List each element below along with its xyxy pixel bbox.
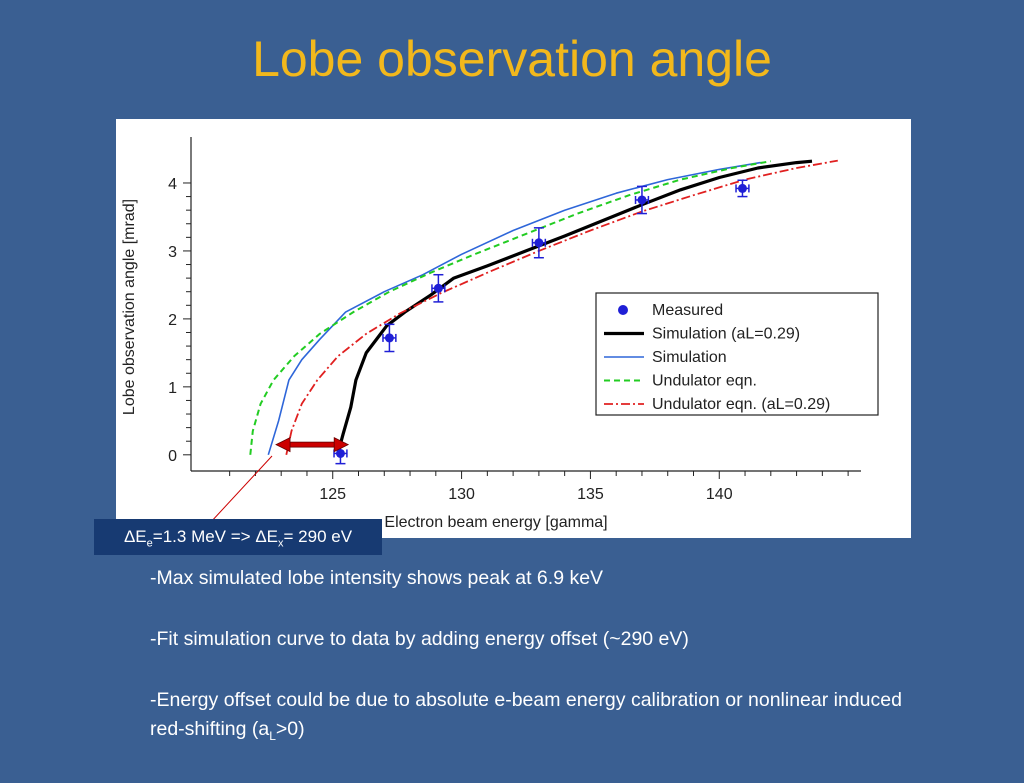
callout-prefix: ΔE — [123, 527, 147, 546]
bullet-item: -Fit simulation curve to data by adding … — [150, 625, 910, 654]
measured-point — [431, 273, 446, 303]
legend-entry-sim_al: Simulation (aL=0.29) — [604, 326, 800, 343]
measured-marker — [384, 333, 394, 343]
legend-entry-measured: Measured — [618, 302, 723, 319]
series-line-sim_al — [336, 159, 813, 454]
energy-offset-arrow — [275, 436, 350, 453]
lobe-angle-chart: 125 130 135 140 0 1 2 3 4 Electron beam energy [g… — [121, 137, 879, 531]
measured-point — [531, 227, 547, 259]
measured-point — [634, 185, 650, 215]
x-tick-label: 135 — [577, 486, 604, 503]
bullet-item: -Max simulated lobe intensity shows peak… — [150, 564, 910, 593]
arrow-head-right — [333, 436, 350, 453]
x-axis-title: Electron beam energy [gamma] — [384, 514, 607, 531]
bullet-tail: >0) — [275, 718, 305, 740]
measured-marker — [335, 448, 345, 458]
x-tick-label: 130 — [448, 486, 475, 503]
legend-label: Undulator eqn. (aL=0.29) — [652, 396, 830, 413]
slide-title: Lobe observation angle — [252, 31, 772, 87]
callout-suffix: = 290 eV — [283, 527, 353, 546]
callout-mid: =1.3 MeV => ΔE — [152, 527, 279, 546]
measured-point — [735, 179, 750, 198]
y-tick-label: 3 — [168, 244, 177, 261]
x-tick-label: 125 — [319, 486, 346, 503]
measured-marker — [637, 195, 647, 205]
callout-sub-e: e — [146, 537, 153, 550]
legend-entry-und_al: Undulator eqn. (aL=0.29) — [604, 396, 830, 413]
bullet-item: -Energy offset could be due to absolute … — [150, 686, 910, 751]
series-line-sim — [267, 161, 761, 456]
measured-marker — [433, 283, 443, 293]
series-line-und_al — [285, 159, 838, 455]
y-tick-label: 1 — [168, 380, 177, 397]
x-tick-label: 140 — [706, 486, 733, 503]
delta-energy-callout: ΔEe=1.3 MeV => ΔEx= 290 eV — [94, 519, 382, 555]
bullet-text: -Fit simulation curve to data by adding … — [150, 628, 689, 650]
callout-sub-x: x — [278, 537, 284, 550]
legend-entry-und: Undulator eqn. — [604, 373, 757, 390]
legend-marker — [618, 305, 628, 315]
bullet-list: -Max simulated lobe intensity shows peak… — [150, 564, 910, 783]
measured-point — [382, 323, 397, 353]
bullet-text: -Energy offset could be due to absolute … — [150, 689, 902, 740]
legend-label: Simulation — [652, 349, 727, 366]
measured-marker — [737, 183, 747, 193]
y-tick-label: 4 — [168, 176, 177, 193]
chart-panel: 125 130 135 140 0 1 2 3 4 Electron beam energy [g… — [116, 119, 911, 538]
arrow-head-left — [275, 436, 291, 453]
legend-label: Measured — [652, 302, 723, 319]
legend-box — [595, 292, 879, 416]
y-tick-label: 0 — [168, 448, 177, 465]
y-axis-title: Lobe observation angle [mrad] — [121, 199, 138, 415]
y-tick-label: 2 — [168, 312, 177, 329]
series-line-und — [249, 160, 771, 455]
legend-label: Simulation (aL=0.29) — [652, 326, 800, 343]
measured-marker — [534, 238, 544, 248]
legend-entry-sim: Simulation — [604, 349, 727, 366]
bullet-subscript: L — [269, 728, 276, 743]
legend-label: Undulator eqn. — [652, 373, 757, 390]
bullet-text: -Max simulated lobe intensity shows peak… — [150, 567, 604, 589]
